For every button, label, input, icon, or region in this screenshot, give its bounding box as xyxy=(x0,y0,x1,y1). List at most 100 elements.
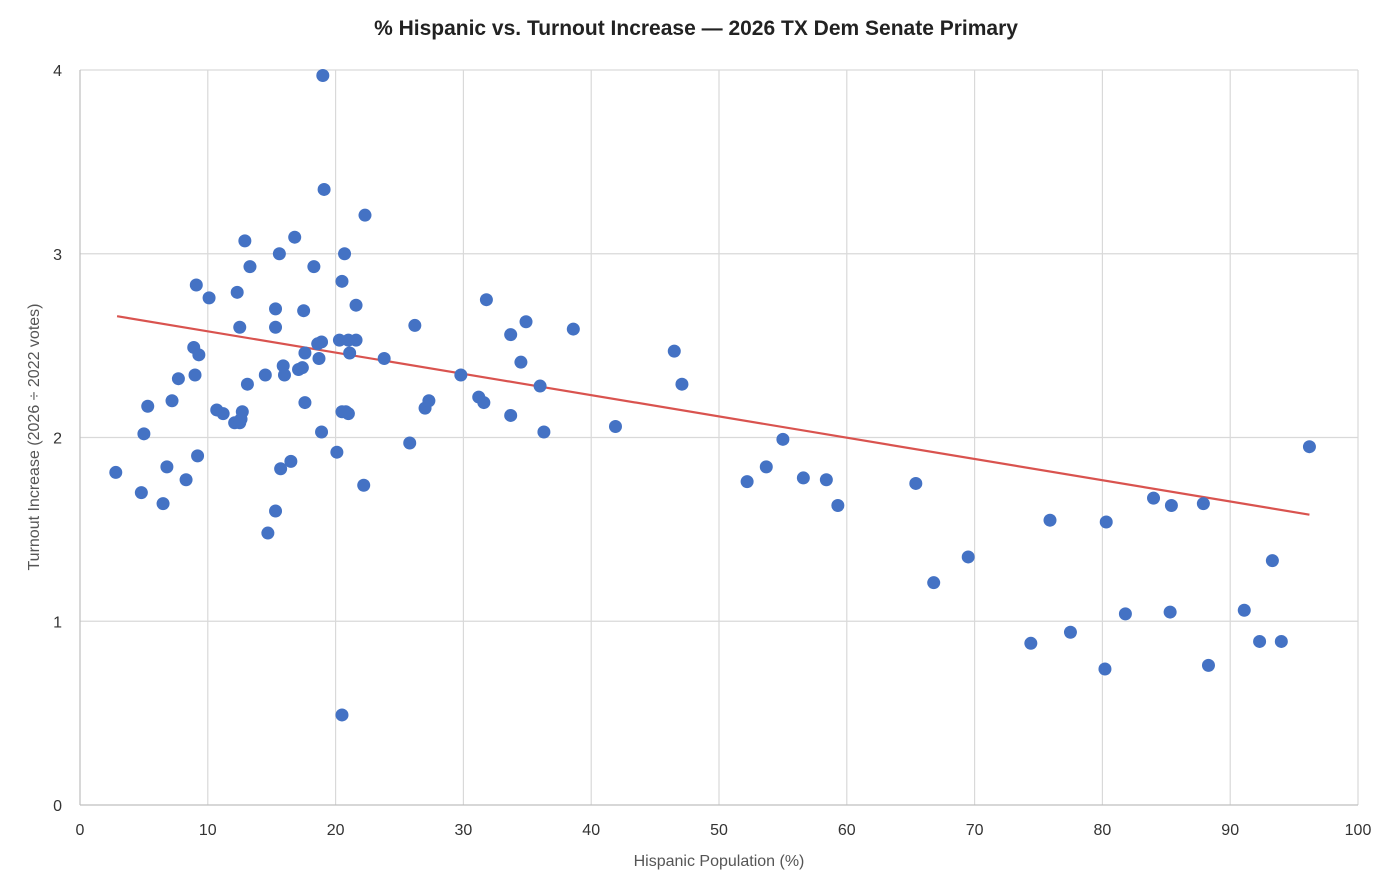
data-point xyxy=(288,230,302,244)
data-point xyxy=(422,394,436,408)
trendline-layer xyxy=(116,315,1310,516)
data-point xyxy=(332,333,346,347)
y-tick-label: 1 xyxy=(53,614,62,631)
data-point xyxy=(269,302,283,316)
data-point xyxy=(1118,607,1132,621)
data-point xyxy=(1164,498,1178,512)
x-tick-label: 100 xyxy=(1345,822,1372,839)
chart-title: % Hispanic vs. Turnout Increase — 2026 T… xyxy=(374,17,1018,40)
data-point xyxy=(377,351,391,365)
data-point xyxy=(1253,634,1267,648)
data-point xyxy=(358,208,372,222)
data-point xyxy=(188,368,202,382)
data-point xyxy=(109,465,123,479)
data-point xyxy=(272,247,286,261)
data-point xyxy=(408,318,422,332)
y-tick-label: 2 xyxy=(53,431,62,448)
data-point xyxy=(961,550,975,564)
data-point xyxy=(1098,662,1112,676)
axes: 0 10 20 30 40 50 60 70 80 90 100 0 1 2 3 4 xyxy=(53,63,1371,839)
data-point xyxy=(192,348,206,362)
data-point xyxy=(796,471,810,485)
data-point xyxy=(909,476,923,490)
data-point xyxy=(338,247,352,261)
data-point xyxy=(230,285,244,299)
data-point xyxy=(156,497,170,511)
data-point xyxy=(349,298,363,312)
data-point xyxy=(295,361,309,375)
data-point xyxy=(243,260,257,274)
data-point xyxy=(1043,513,1057,527)
data-point xyxy=(298,346,312,360)
data-point xyxy=(1163,605,1177,619)
data-point xyxy=(533,379,547,393)
data-point xyxy=(238,234,252,248)
data-point xyxy=(1237,603,1251,617)
data-points xyxy=(109,69,1316,722)
data-point xyxy=(233,320,247,334)
data-point xyxy=(335,708,349,722)
data-point xyxy=(504,408,518,422)
data-point xyxy=(330,445,344,459)
data-point xyxy=(160,460,174,474)
data-point xyxy=(1024,636,1038,650)
data-point xyxy=(759,460,773,474)
data-point xyxy=(202,291,216,305)
x-tick-label: 80 xyxy=(1094,822,1112,839)
x-tick-label: 0 xyxy=(76,822,85,839)
data-point xyxy=(258,368,272,382)
data-point xyxy=(171,372,185,386)
data-point xyxy=(349,333,363,347)
x-axis-title: Hispanic Population (%) xyxy=(634,853,805,870)
data-point xyxy=(274,462,288,476)
data-point xyxy=(137,427,151,441)
data-point xyxy=(477,396,491,410)
y-tick-label: 0 xyxy=(53,798,62,815)
x-tick-label: 60 xyxy=(838,822,856,839)
y-tick-label: 4 xyxy=(53,63,62,80)
data-point xyxy=(537,425,551,439)
data-point xyxy=(216,407,230,421)
y-axis-title: Turnout Increase (2026 ÷ 2022 votes) xyxy=(26,303,43,570)
x-tick-label: 30 xyxy=(455,822,473,839)
grid xyxy=(80,69,1359,805)
data-point xyxy=(179,473,193,487)
data-point xyxy=(514,355,528,369)
data-point xyxy=(675,377,689,391)
data-point xyxy=(1201,658,1215,672)
data-point xyxy=(269,504,283,518)
data-point xyxy=(1099,515,1113,529)
data-point xyxy=(504,328,518,342)
data-point xyxy=(343,346,357,360)
data-point xyxy=(1196,497,1210,511)
data-point xyxy=(335,274,349,288)
x-tick-label: 40 xyxy=(582,822,600,839)
data-point xyxy=(667,344,681,358)
data-point xyxy=(357,478,371,492)
data-point xyxy=(403,436,417,450)
data-point xyxy=(1274,634,1288,648)
data-point xyxy=(240,377,254,391)
data-point xyxy=(566,322,580,336)
data-point xyxy=(776,432,790,446)
data-point xyxy=(312,351,326,365)
x-tick-label: 70 xyxy=(966,822,984,839)
data-point xyxy=(1265,554,1279,568)
data-point xyxy=(298,396,312,410)
data-point xyxy=(819,473,833,487)
data-point xyxy=(284,454,298,468)
data-point xyxy=(235,405,249,419)
data-point xyxy=(165,394,179,408)
data-point xyxy=(191,449,205,463)
data-point xyxy=(608,419,622,433)
x-tick-label: 50 xyxy=(710,822,728,839)
data-point xyxy=(141,399,155,413)
data-point xyxy=(315,335,329,349)
data-point xyxy=(479,293,493,307)
data-point xyxy=(307,260,321,274)
data-point xyxy=(315,425,329,439)
data-point xyxy=(341,407,355,421)
x-tick-label: 10 xyxy=(199,822,217,839)
